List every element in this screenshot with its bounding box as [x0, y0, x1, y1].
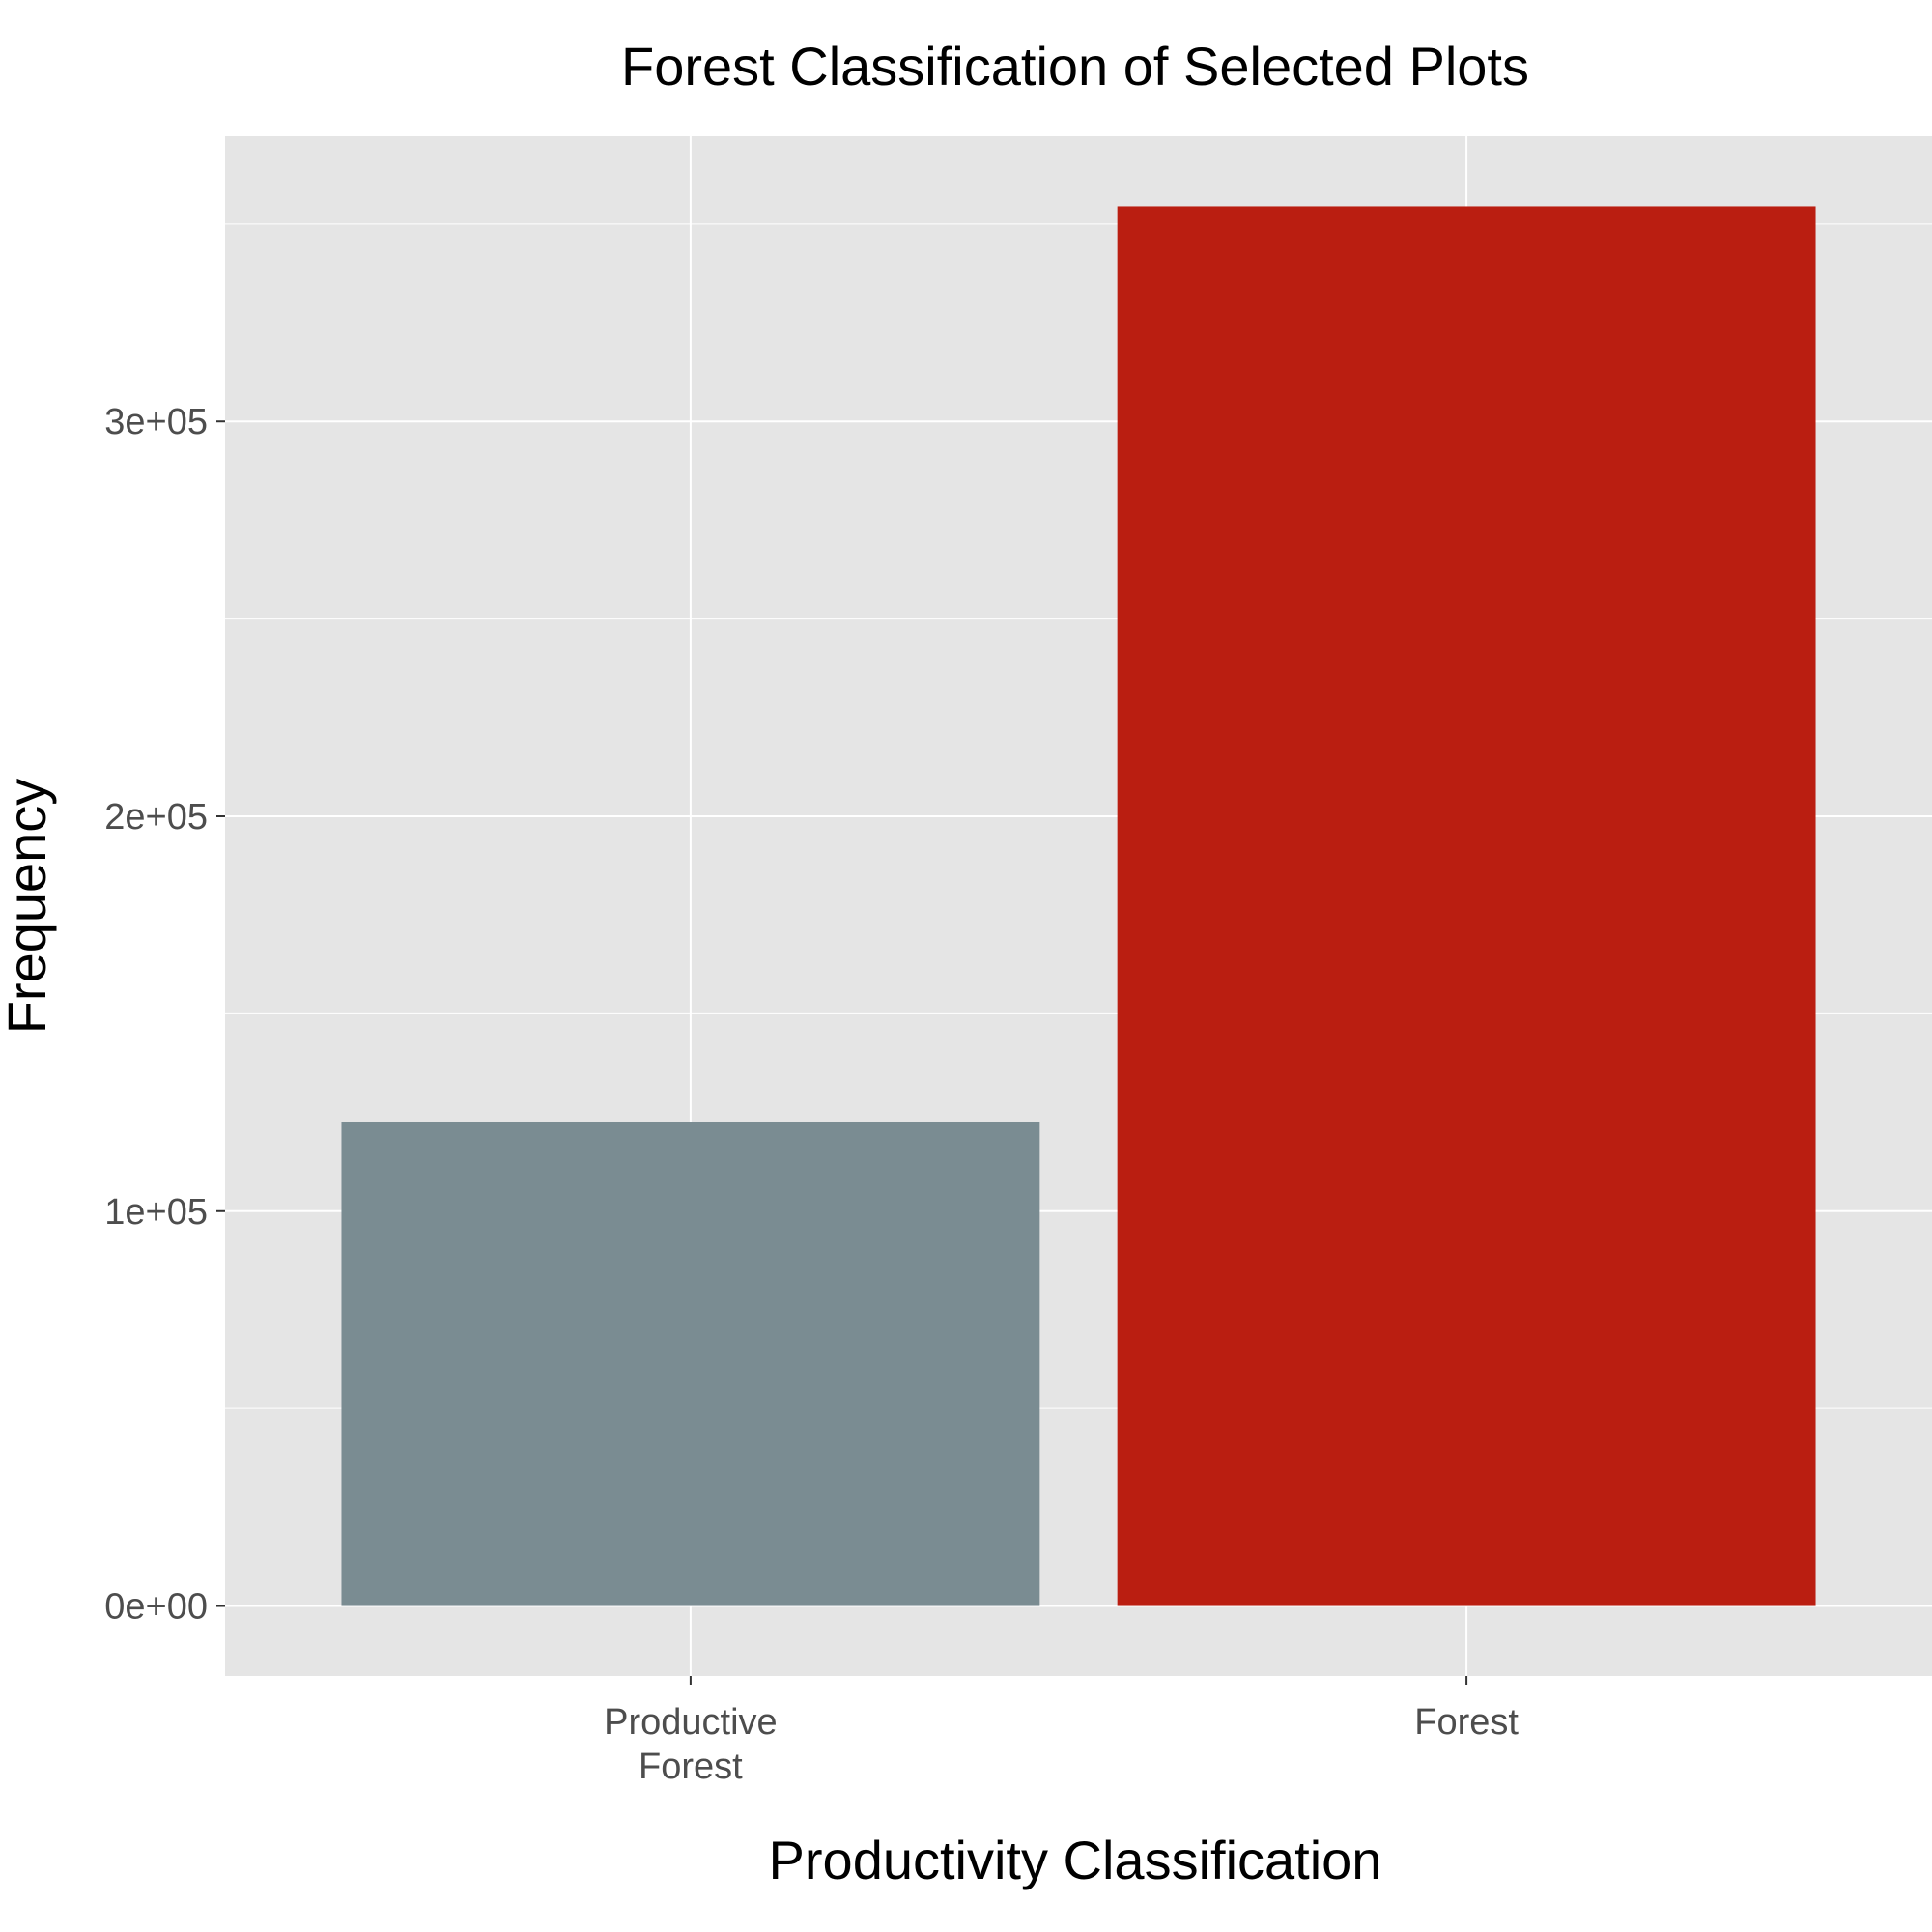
y-tick-label: 3e+05: [104, 402, 208, 442]
bars: [341, 206, 1816, 1606]
chart-title: Forest Classification of Selected Plots: [621, 36, 1529, 97]
bar: [341, 1122, 1040, 1606]
x-tick-label-line: Forest: [639, 1747, 743, 1787]
y-axis-title: Frequency: [0, 779, 57, 1035]
x-tick-label: Forest: [1414, 1702, 1519, 1743]
y-axis: 0e+00 1e+05 2e+05 3e+05: [104, 402, 225, 1628]
x-axis-title: Productivity Classification: [769, 1830, 1382, 1890]
bar: [1117, 206, 1816, 1606]
y-tick-label: 2e+05: [104, 797, 208, 838]
y-tick-label: 0e+00: [104, 1587, 208, 1628]
x-tick-label-line: Forest: [1414, 1702, 1519, 1743]
x-tick-label: Productive Forest: [604, 1702, 778, 1787]
x-tick-label-line: Productive: [604, 1702, 778, 1743]
y-tick-label: 1e+05: [104, 1192, 208, 1233]
